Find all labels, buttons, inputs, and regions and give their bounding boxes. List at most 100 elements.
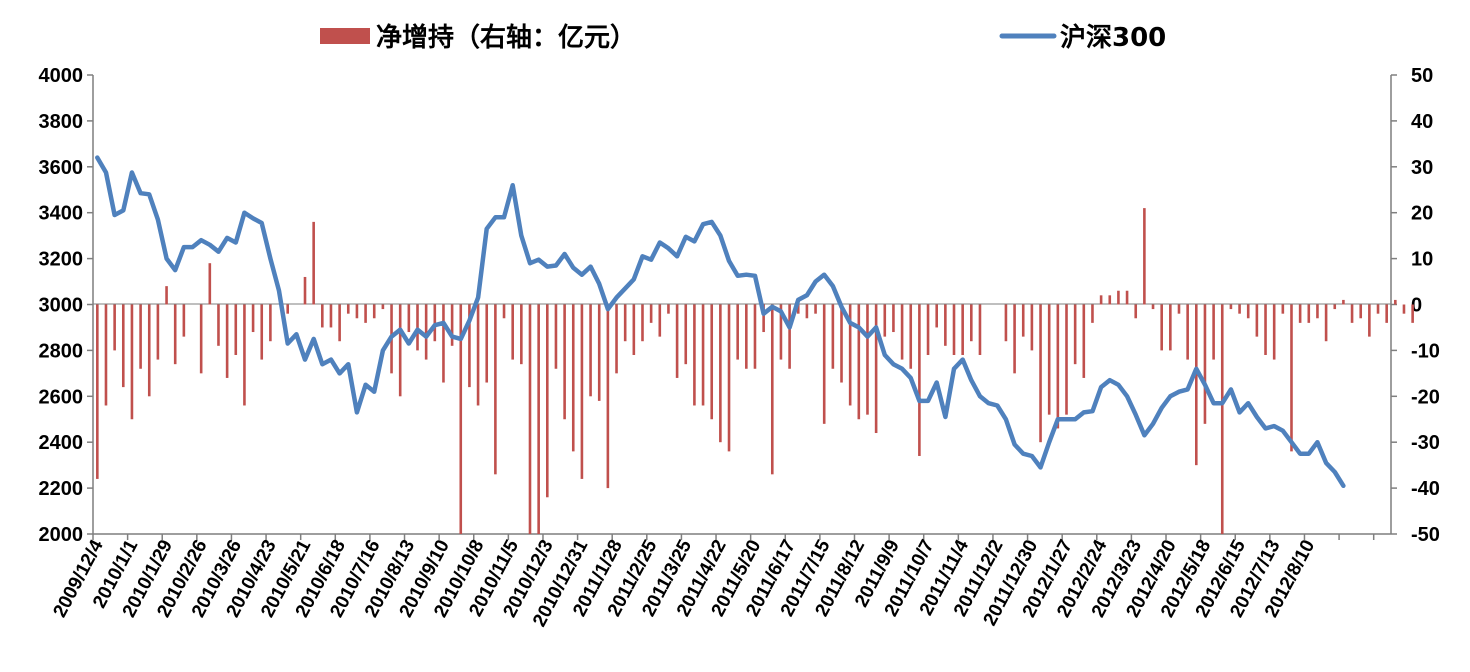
- net-increase-bar: [1350, 304, 1354, 323]
- net-increase-bar: [355, 304, 359, 319]
- net-increase-bar: [1169, 304, 1172, 351]
- net-increase-bar: [1411, 304, 1414, 323]
- net-increase-bar: [1047, 304, 1051, 415]
- net-increase-bar: [494, 304, 497, 475]
- net-increase-bar: [892, 304, 895, 333]
- net-increase-bar: [970, 304, 973, 342]
- net-increase-bar: [1281, 304, 1285, 314]
- net-increase-bar: [658, 304, 662, 337]
- net-increase-bar: [1177, 304, 1181, 314]
- net-increase-bar: [623, 304, 627, 342]
- net-increase-bar: [234, 304, 238, 355]
- net-increase-bar: [1073, 304, 1077, 365]
- net-increase-bar: [217, 304, 220, 346]
- net-increase-bar: [1368, 304, 1371, 337]
- net-increase-bar: [433, 304, 437, 342]
- net-increase-bar: [701, 304, 705, 406]
- left-tick-label: 3800: [39, 111, 84, 133]
- net-increase-bar: [563, 304, 566, 420]
- net-increase-bar: [710, 304, 714, 420]
- net-increase-bar: [113, 304, 116, 351]
- net-increase-bar: [554, 304, 558, 369]
- net-increase-bar: [1013, 304, 1016, 374]
- net-increase-bar: [1307, 304, 1311, 323]
- net-increase-bar: [1039, 304, 1042, 443]
- net-increase-bar: [372, 304, 376, 319]
- net-increase-bar: [1290, 304, 1293, 452]
- net-increase-bar: [857, 304, 861, 420]
- net-increase-bar: [502, 304, 506, 319]
- net-increase-bar: [770, 304, 774, 475]
- net-increase-bar: [1220, 304, 1224, 534]
- net-increase-bar: [416, 304, 419, 351]
- legend-bar-swatch: [320, 28, 370, 44]
- net-increase-bar: [121, 304, 125, 388]
- net-increase-bar: [840, 304, 843, 383]
- left-tick-label: 2200: [39, 478, 84, 500]
- net-increase-bar: [96, 304, 99, 479]
- csi300-series: [95, 155, 1346, 489]
- net-increase-bar: [1021, 304, 1025, 337]
- net-increase-bar: [684, 304, 688, 365]
- net-increase-bar: [952, 304, 956, 355]
- net-increase-bar: [866, 304, 869, 415]
- net-increase-bar: [935, 304, 938, 328]
- net-increase-bar: [528, 304, 532, 534]
- net-increase-bar: [1108, 295, 1112, 305]
- net-increase-bar: [615, 304, 618, 374]
- left-tick-label: 2000: [39, 524, 84, 546]
- left-axis-ticks: 2000 2200 2400 2600 2800 3000 3200 3400 3600 3800…: [39, 65, 93, 546]
- net-increase-bar: [805, 304, 809, 319]
- net-increase-bar: [883, 304, 887, 337]
- net-increase-bar: [1203, 304, 1207, 424]
- csi300-line: [95, 155, 1346, 489]
- right-tick-label: 30: [1411, 157, 1433, 179]
- net-increase-bar: [796, 304, 800, 314]
- net-increase-bar: [199, 304, 203, 374]
- net-increase-bar: [182, 304, 186, 337]
- net-increase-bar: [1298, 304, 1302, 323]
- net-increase-bar: [1065, 304, 1068, 415]
- net-increase-bar: [511, 304, 514, 360]
- net-increase-bar: [269, 304, 272, 342]
- net-increase-bar: [918, 304, 921, 456]
- left-tick-label: 4000: [39, 65, 84, 87]
- left-tick-label: 3400: [39, 203, 84, 225]
- left-tick-label: 3000: [39, 295, 84, 317]
- net-increase-bar: [719, 304, 722, 443]
- right-tick-label: -40: [1411, 478, 1440, 500]
- net-increase-bar: [1333, 304, 1337, 310]
- left-tick-label: 2600: [39, 386, 84, 408]
- net-increase-bar: [1246, 304, 1250, 319]
- net-increase-bar: [1272, 304, 1276, 360]
- net-increase-bar: [147, 304, 151, 397]
- net-increase-bar: [139, 304, 142, 369]
- net-increase-bar: [1056, 304, 1060, 429]
- net-increase-bar: [165, 286, 168, 305]
- net-increase-bar: [926, 304, 930, 355]
- net-increase-bar: [520, 304, 523, 365]
- net-increase-bar: [286, 304, 289, 314]
- net-increase-bar: [1324, 304, 1328, 342]
- net-increase-bar: [589, 304, 592, 397]
- net-increase-bar: [571, 304, 575, 452]
- net-increase-bar: [606, 304, 610, 489]
- net-increase-bar: [407, 304, 411, 333]
- net-increase-bar: [788, 304, 791, 369]
- net-increase-bar: [831, 304, 835, 369]
- net-increase-bar: [260, 304, 264, 360]
- net-increase-bar: [753, 304, 757, 369]
- net-increase-bar: [1255, 304, 1259, 337]
- net-increase-bar: [1342, 299, 1345, 305]
- net-increase-bar: [1125, 290, 1129, 305]
- net-increase-bar: [459, 304, 463, 534]
- net-increase-bar: [597, 304, 601, 401]
- net-increase-bar: [1186, 304, 1189, 360]
- net-increase-bar: [450, 304, 454, 346]
- legend-bar-label: 净增持（右轴：亿元）: [376, 22, 636, 53]
- net-increase-bar: [381, 304, 385, 310]
- net-increase-bar: [1212, 304, 1215, 360]
- right-tick-label: 40: [1411, 111, 1433, 133]
- net-increase-bar: [632, 304, 636, 355]
- net-increase-bar: [1316, 304, 1319, 319]
